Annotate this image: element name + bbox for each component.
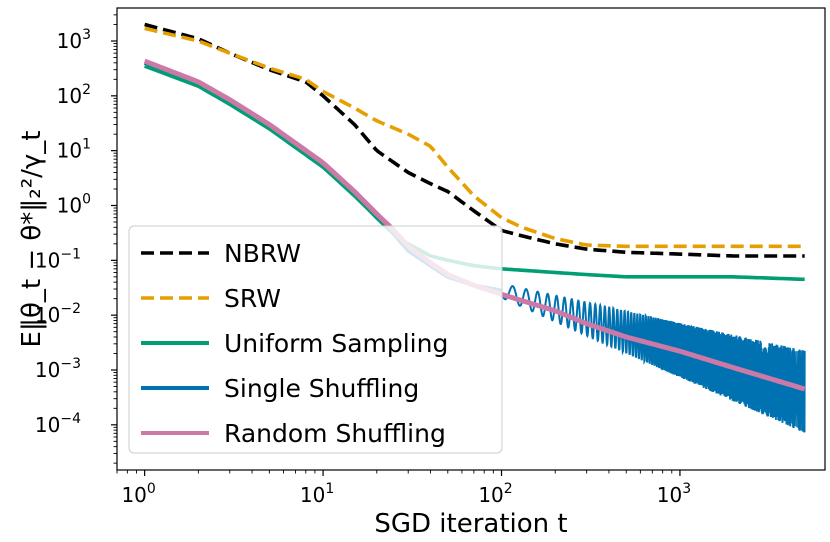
y-tick-label: 10−1: [35, 246, 81, 272]
y-tick-label: 102: [57, 82, 91, 108]
y-tick-exponent: −1: [60, 246, 81, 262]
x-tick-exponent: 1: [325, 481, 334, 497]
legend-frame: [128, 225, 503, 454]
legend-label-nbrw: NBRW: [224, 239, 301, 268]
x-tick-label: 102: [478, 481, 512, 507]
x-axis: 100 101 102 103: [116, 470, 691, 507]
x-tick-label: 103: [657, 481, 691, 507]
y-tick-exponent: 0: [82, 192, 91, 208]
y-tick-label: 10−2: [35, 301, 81, 327]
x-tick-label: 101: [300, 481, 334, 507]
y-tick-label: 10−4: [35, 411, 81, 437]
y-tick-exponent: −3: [60, 356, 81, 372]
plot-frame: [116, 7, 826, 471]
x-axis-label: SGD iteration t: [374, 509, 567, 539]
y-tick-exponent: 2: [82, 82, 91, 98]
x-tick-exponent: 0: [147, 481, 156, 497]
y-tick-exponent: −4: [60, 411, 81, 427]
y-tick-label: 101: [57, 137, 91, 163]
legend-label-single-shuffling: Single Shuffling: [224, 374, 419, 403]
y-tick-exponent: −2: [60, 301, 81, 317]
x-tick-exponent: 3: [682, 481, 691, 497]
y-tick-label: 100: [57, 192, 91, 218]
x-tick-exponent: 2: [504, 481, 513, 497]
series-line-srw: [144, 26, 805, 249]
y-tick-label: 10−3: [35, 356, 81, 382]
series-band-single-shuffling: [501, 290, 805, 434]
legend-label-srw: SRW: [224, 284, 281, 313]
y-tick-exponent: 3: [82, 27, 91, 43]
legend: NBRW SRW Uniform Sampling Single Shuffling R…: [128, 225, 503, 454]
y-tick-label: 103: [57, 27, 91, 53]
y-axis-label: E‖θ_t − θ*‖₂²/γ_t: [17, 131, 47, 348]
y-tick-exponent: 1: [82, 137, 91, 153]
legend-label-uniform-sampling: Uniform Sampling: [224, 329, 448, 358]
legend-label-random-shuffling: Random Shuffling: [224, 419, 446, 448]
x-tick-label: 100: [121, 481, 155, 507]
